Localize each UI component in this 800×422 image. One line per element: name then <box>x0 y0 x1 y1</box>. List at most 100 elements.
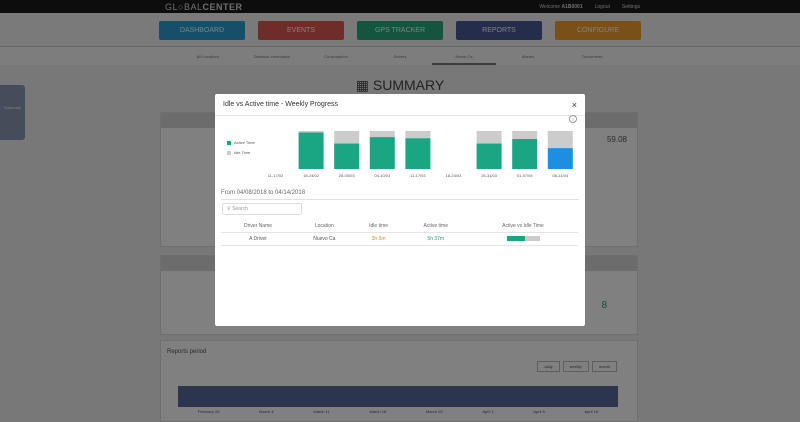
idle-bar[interactable] <box>405 131 431 139</box>
x-tick-label: 18-24/02 <box>303 173 320 178</box>
legend-item[interactable]: Active Time <box>227 140 255 145</box>
x-tick-label: 04-10/03 <box>374 173 391 178</box>
x-tick-label: 11-17/03 <box>410 173 426 178</box>
welcome-text: Welcome A1B0001 <box>539 4 582 10</box>
close-icon[interactable]: × <box>571 99 577 110</box>
subnav-tab[interactable]: Distance Information <box>253 54 291 59</box>
user-name: A1B0001 <box>561 3 583 10</box>
nav-events[interactable]: EVENTS <box>258 21 344 40</box>
column-header[interactable]: Active vs Idle Time <box>502 222 544 229</box>
legend-label: Active Time <box>234 140 255 145</box>
value-1: 59.08 <box>606 135 627 144</box>
x-tick-label: 25-03/03 <box>339 173 356 178</box>
active-vs-idle-bar <box>506 235 540 241</box>
active-bar[interactable] <box>405 138 431 169</box>
x-tick-label: 08-14/04 <box>552 173 569 178</box>
top-bar: GL○BALCENTER Welcome A1B0001 Logout Settin… <box>0 0 800 13</box>
subnav-tab[interactable]: Drivers <box>393 54 407 59</box>
logo-part: GL <box>165 1 179 12</box>
timeline-tick: April 1 <box>482 409 494 414</box>
active-fill <box>506 235 525 241</box>
idle-bar[interactable] <box>334 131 360 144</box>
period-weekly-button[interactable]: weekly <box>562 361 589 372</box>
subnav-tab[interactable]: Name Ca <box>432 47 496 65</box>
subnav-tab[interactable]: All Locations <box>196 54 220 59</box>
value-2: 8 <box>601 300 607 311</box>
column-header[interactable]: Active time <box>423 222 448 229</box>
x-tick-label: 01-07/04 <box>517 173 534 178</box>
sub-nav: All Locations Distance Information Consump… <box>0 46 800 65</box>
x-tick-label: 11-17/02 <box>268 173 284 178</box>
logo: GL○BALCENTER <box>165 1 243 12</box>
legend-swatch <box>227 140 231 145</box>
main-nav: DASHBOARD EVENTS GPS TRACKER REPORTS CONFIGU… <box>0 13 800 46</box>
timeline-tick: February 26 <box>197 409 220 414</box>
column-header[interactable]: Idle time <box>369 222 389 229</box>
reports-period-label: Reports period <box>167 349 207 355</box>
subnav-tab[interactable]: Tachometer <box>581 54 603 59</box>
nav-label: DASHBOARD <box>179 27 225 34</box>
period-month-button[interactable]: month <box>591 361 617 372</box>
table-row[interactable]: A Driver Nuevo Ca 3h 5m 5h 37m <box>221 231 578 246</box>
logo-part: BAL <box>183 1 203 12</box>
nav-dashboard[interactable]: DASHBOARD <box>159 21 245 40</box>
modal-title: Idle vs Active time - Weekly Progress <box>223 101 339 108</box>
active-bar[interactable] <box>512 138 538 169</box>
subnav-tab[interactable]: Consumption <box>324 54 348 59</box>
menu-icon[interactable]: ≡ <box>569 115 577 123</box>
legend-swatch <box>227 150 231 155</box>
sidebar-label: Summary <box>3 105 22 110</box>
column-header[interactable]: Location <box>314 222 334 229</box>
active-vs-idle-cell <box>468 231 578 246</box>
nav-label: EVENTS <box>286 27 315 34</box>
column-header[interactable]: Driver Name <box>243 222 273 229</box>
search-input[interactable]: ⚲ Search <box>222 203 302 215</box>
welcome-label: Welcome <box>539 3 561 10</box>
timeline-tick: March 25 <box>425 409 443 414</box>
stacked-bar-chart: 11-17/02 18-24/02 25-03/03 04-10/03 11-17/03… <box>268 131 573 178</box>
idle-time: 3h 5m <box>353 231 404 246</box>
page-title: ▦ SUMMARY <box>355 77 445 93</box>
x-tick-label: 25-31/03 <box>481 173 498 178</box>
sidebar-summary-button[interactable]: Summary <box>0 85 25 140</box>
subnav-tab[interactable]: Alarms <box>521 54 535 59</box>
active-bar[interactable] <box>547 148 573 169</box>
active-bar[interactable] <box>298 132 324 169</box>
page-title-text: SUMMARY <box>372 77 445 93</box>
timeline-tick: March 11 <box>313 409 330 414</box>
timeline-tick: April 15 <box>584 409 599 414</box>
period-daily-button[interactable]: daily <box>537 361 560 372</box>
idle-bar[interactable] <box>298 131 324 133</box>
logout-link[interactable]: Logout <box>594 3 610 10</box>
timeline-tick: March 4 <box>259 409 274 414</box>
idle-bar[interactable] <box>547 131 573 149</box>
active-bar[interactable] <box>334 143 360 169</box>
search-icon: ⚲ <box>227 206 231 212</box>
legend-item[interactable]: Idle Time <box>227 150 255 155</box>
period-timeline[interactable] <box>178 386 618 407</box>
settings-link[interactable]: Settings <box>621 3 640 10</box>
drivers-table: Driver Name Location Idle time Active time A… <box>221 220 578 246</box>
reports-period-panel: Reports period daily weekly month February… <box>160 340 638 422</box>
search-placeholder: Search <box>232 206 248 212</box>
logo-part: CENTER <box>202 1 243 12</box>
timeline-tick: April 8 <box>533 409 545 414</box>
chart-legend: Active Time Idle Time <box>227 140 255 160</box>
nav-configure[interactable]: CONFIGURE <box>555 21 641 40</box>
nav-label: CONFIGURE <box>577 27 619 34</box>
nav-label: REPORTS <box>482 27 516 34</box>
active-bar[interactable] <box>476 143 502 169</box>
idle-bar[interactable] <box>476 131 502 144</box>
nav-label: GPS TRACKER <box>374 27 426 34</box>
idle-bar[interactable] <box>512 131 538 139</box>
x-tick-label: 18-24/03 <box>446 173 463 178</box>
weekly-progress-modal: Idle vs Active time - Weekly Progress × ≡… <box>215 94 585 326</box>
nav-reports[interactable]: REPORTS <box>456 21 542 40</box>
active-time: 5h 37m <box>403 231 469 246</box>
active-bar[interactable] <box>369 137 395 169</box>
legend-label: Idle Time <box>234 150 251 155</box>
nav-gps-tracker[interactable]: GPS TRACKER <box>357 21 443 40</box>
driver-name: A Driver <box>221 231 296 246</box>
idle-bar[interactable] <box>369 131 395 138</box>
date-range: From 04/08/2018 to 04/14/2018 <box>221 190 579 200</box>
